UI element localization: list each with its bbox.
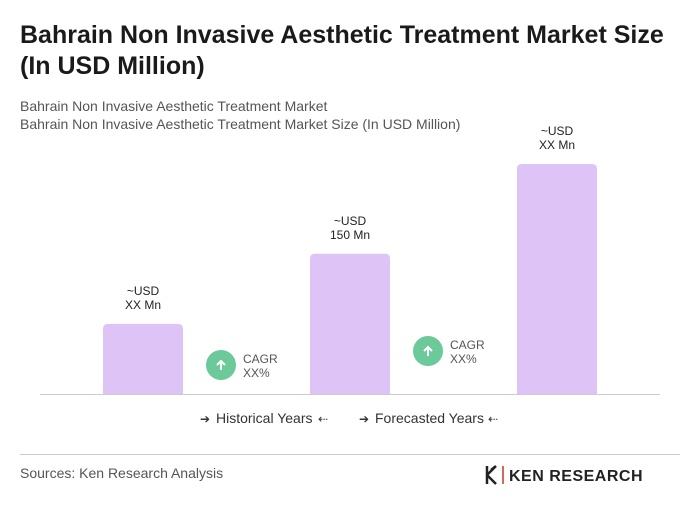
value-label: ~USD XX Mn <box>125 284 161 312</box>
legend-arrow: ➔ <box>200 412 210 426</box>
bar <box>103 323 183 394</box>
legend-arrow: ➔ <box>359 412 369 426</box>
value-label-line: ~USD <box>541 124 574 138</box>
subtitle: Bahrain Non Invasive Aesthetic Treatment… <box>20 116 460 132</box>
cagr-value: XX% <box>243 366 270 380</box>
value-label-line: XX Mn <box>125 298 161 312</box>
cagr-arrow <box>216 359 226 370</box>
value-label-line: ~USD <box>334 214 367 228</box>
value-label: ~USD XX Mn <box>539 124 575 152</box>
source: Sources: Ken Research Analysis <box>20 465 223 481</box>
legend-label: Historical Years <box>216 410 313 426</box>
cagr-label: CAGR <box>243 352 278 366</box>
cagr-label: CAGR <box>450 338 485 352</box>
value-label-line: 150 Mn <box>330 228 370 242</box>
value-label: ~USD 150 Mn <box>330 214 370 242</box>
chart-title: Bahrain Non Invasive Aesthetic Treatment… <box>20 21 664 80</box>
logo: KEN RESEARCH <box>485 465 643 485</box>
value-label-line: XX Mn <box>539 138 575 152</box>
logo-text: KEN RESEARCH <box>509 468 643 485</box>
bar <box>310 253 390 394</box>
value-label-line: ~USD <box>127 284 160 298</box>
cagr-value: XX% <box>450 352 477 366</box>
legend-arrow: ⇠ <box>318 412 328 426</box>
legend-arrow: ⇠ <box>488 412 498 426</box>
bar <box>517 164 597 394</box>
subtitle: Bahrain Non Invasive Aesthetic Treatment… <box>20 98 327 114</box>
legend-label: Forecasted Years <box>375 410 484 426</box>
cagr-arrow <box>423 345 433 356</box>
